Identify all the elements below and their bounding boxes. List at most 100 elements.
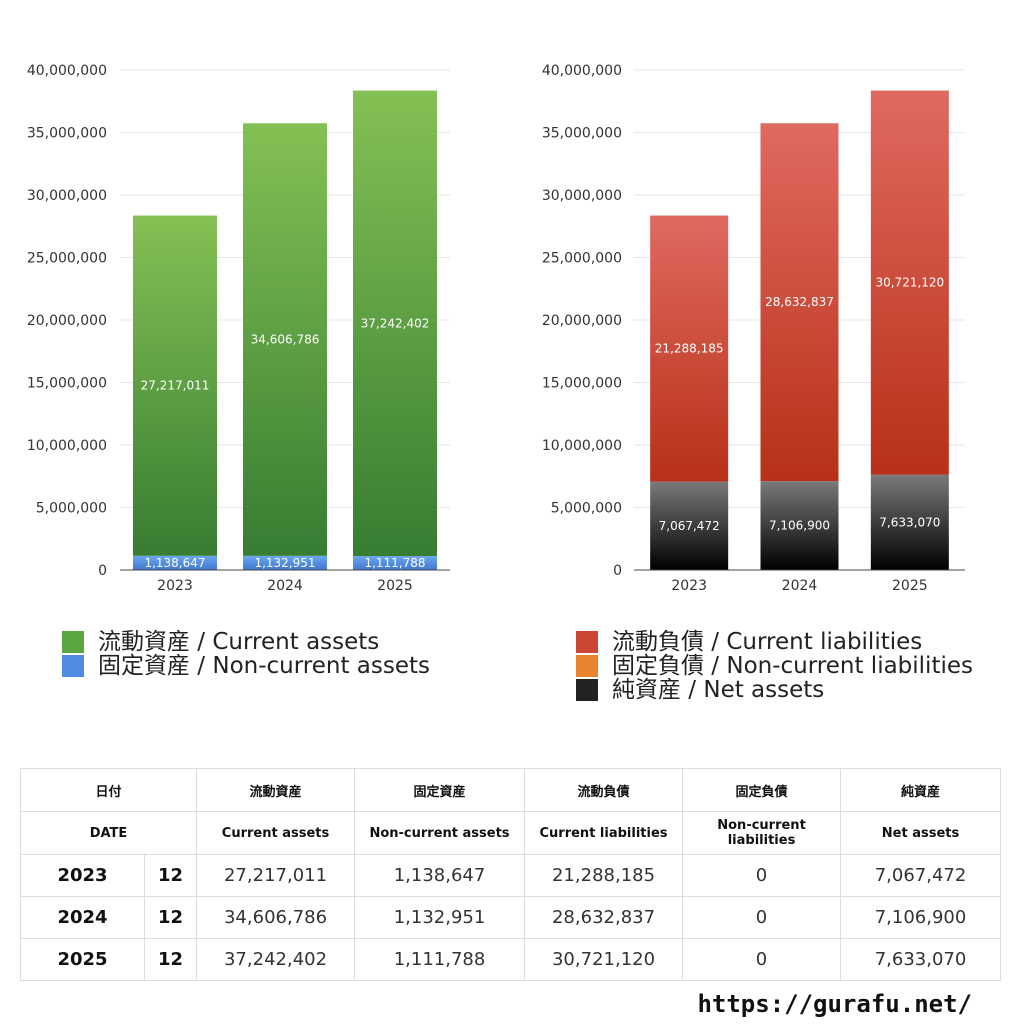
legend-swatch-net-assets xyxy=(576,679,598,701)
y-tick-label: 10,000,000 xyxy=(542,438,622,454)
cell-non-current-assets: 1,132,951 xyxy=(354,896,526,939)
header-current-liabilities-en: Current liabilities xyxy=(524,811,684,855)
legend-label-non-current-assets: 固定資産 / Non-current assets xyxy=(98,653,431,679)
bar-segment xyxy=(133,215,217,556)
legend-item-net-assets: 純資産 / Net assets xyxy=(576,678,973,702)
y-tick-label: 35,000,000 xyxy=(27,126,107,142)
y-tick-label: 10,000,000 xyxy=(27,438,107,454)
cell-non-current-liabilities: 0 xyxy=(682,854,842,897)
bar-value-label: 21,288,185 xyxy=(655,342,724,356)
table-row: 2025 12 37,242,402 1,111,788 30,721,120 … xyxy=(20,938,1002,981)
assets-legend: 流動資産 / Current assets 固定資産 / Non-current… xyxy=(62,630,430,678)
bar-segment xyxy=(353,90,437,557)
data-table: 日付 流動資産 固定資産 流動負債 固定負債 純資産 DATE Current … xyxy=(19,768,1002,981)
legend-swatch-non-current-assets xyxy=(62,655,84,677)
bar-segment xyxy=(650,215,729,482)
y-tick-label: 40,000,000 xyxy=(542,63,622,79)
header-net-assets-en: Net assets xyxy=(840,811,1002,855)
bar-value-label: 34,606,786 xyxy=(251,333,320,347)
y-tick-label: 5,000,000 xyxy=(551,501,622,517)
cell-current-liabilities: 30,721,120 xyxy=(524,938,684,981)
bar-value-label: 7,106,900 xyxy=(769,519,830,533)
header-current-assets-en: Current assets xyxy=(196,811,356,855)
bar-value-label: 30,721,120 xyxy=(875,276,944,290)
cell-net-assets: 7,633,070 xyxy=(840,938,1002,981)
legend-label-non-current-liabilities: 固定負債 / Non-current liabilities xyxy=(612,653,973,679)
row-month: 12 xyxy=(143,938,198,981)
x-tick-label: 2025 xyxy=(892,578,928,594)
bar-segment xyxy=(650,481,729,570)
header-date-en: DATE xyxy=(19,811,198,855)
y-tick-label: 5,000,000 xyxy=(36,501,107,517)
x-tick-label: 2023 xyxy=(671,578,707,594)
cell-non-current-assets: 1,138,647 xyxy=(354,854,526,897)
row-month: 12 xyxy=(143,854,198,897)
liabilities-legend: 流動負債 / Current liabilities 固定負債 / Non-cu… xyxy=(576,630,973,702)
bar-value-label: 28,632,837 xyxy=(765,295,834,309)
y-tick-label: 35,000,000 xyxy=(542,126,622,142)
bar-value-label: 1,138,647 xyxy=(144,556,205,570)
y-tick-label: 0 xyxy=(613,563,622,579)
y-tick-label: 20,000,000 xyxy=(27,313,107,329)
bar-value-label: 7,067,472 xyxy=(659,519,720,533)
table-header-row-en: DATE Current assets Non-current assets C… xyxy=(19,811,1002,855)
chart-svg: 0 5,000,000 10,000,000 15,000,000 20,000,000… xyxy=(542,63,965,594)
legend-item-non-current-assets: 固定資産 / Non-current assets xyxy=(62,654,430,678)
header-current-liabilities-jp: 流動負債 xyxy=(524,768,684,812)
liabilities-chart: 0 5,000,000 10,000,000 15,000,000 20,000,000… xyxy=(512,50,972,610)
cell-non-current-liabilities: 0 xyxy=(682,938,842,981)
legend-item-current-assets: 流動資産 / Current assets xyxy=(62,630,430,654)
table-row: 2023 12 27,217,011 1,138,647 21,288,185 … xyxy=(20,854,1002,897)
bar-segment xyxy=(243,555,327,570)
legend-item-current-liabilities: 流動負債 / Current liabilities xyxy=(576,630,973,654)
assets-chart: 0 5,000,000 10,000,000 15,000,000 20,000,000… xyxy=(0,50,460,610)
row-year: 2025 xyxy=(20,938,145,981)
legend-swatch-non-current-liabilities xyxy=(576,655,598,677)
header-non-current-liabilities-en: Non-current liabilities xyxy=(682,811,842,855)
bar-segment xyxy=(760,123,839,482)
row-year: 2023 xyxy=(20,854,145,897)
x-tick-label: 2024 xyxy=(782,578,818,594)
bar-segment xyxy=(870,474,949,570)
legend-label-current-assets: 流動資産 / Current assets xyxy=(98,629,380,655)
table-row: 2024 12 34,606,786 1,132,951 28,632,837 … xyxy=(20,896,1002,939)
y-tick-label: 25,000,000 xyxy=(27,251,107,267)
cell-current-assets: 34,606,786 xyxy=(196,896,356,939)
y-tick-label: 15,000,000 xyxy=(27,376,107,392)
header-current-assets-jp: 流動資産 xyxy=(196,768,356,812)
bar-value-label: 1,132,951 xyxy=(254,556,315,570)
bar-segment xyxy=(133,555,217,570)
legend-label-net-assets: 純資産 / Net assets xyxy=(612,677,825,703)
bar-value-label: 27,217,011 xyxy=(141,379,210,393)
legend-swatch-current-assets xyxy=(62,631,84,653)
bar-value-label: 1,111,788 xyxy=(364,556,425,570)
bar-segment xyxy=(870,90,949,475)
y-tick-label: 25,000,000 xyxy=(542,251,622,267)
bar-value-label: 7,633,070 xyxy=(879,515,940,529)
y-tick-label: 20,000,000 xyxy=(542,313,622,329)
table-header-row-jp: 日付 流動資産 固定資産 流動負債 固定負債 純資産 xyxy=(19,768,1002,812)
y-tick-label: 30,000,000 xyxy=(542,188,622,204)
header-non-current-assets-jp: 固定資産 xyxy=(354,768,526,812)
header-date-jp: 日付 xyxy=(19,768,198,812)
header-non-current-liabilities-jp: 固定負債 xyxy=(682,768,842,812)
bar-segment xyxy=(760,481,839,570)
x-tick-label: 2024 xyxy=(267,578,303,594)
x-tick-label: 2023 xyxy=(157,578,193,594)
chart-svg: 0 5,000,000 10,000,000 15,000,000 20,000,000… xyxy=(27,63,450,594)
cell-net-assets: 7,106,900 xyxy=(840,896,1002,939)
source-url[interactable]: https://gurafu.net/ xyxy=(697,990,972,1018)
header-net-assets-jp: 純資産 xyxy=(840,768,1002,812)
legend-item-non-current-liabilities: 固定負債 / Non-current liabilities xyxy=(576,654,973,678)
cell-current-assets: 37,242,402 xyxy=(196,938,356,981)
cell-non-current-assets: 1,111,788 xyxy=(354,938,526,981)
cell-net-assets: 7,067,472 xyxy=(840,854,1002,897)
y-tick-label: 0 xyxy=(98,563,107,579)
row-month: 12 xyxy=(143,896,198,939)
header-non-current-assets-en: Non-current assets xyxy=(354,811,526,855)
bar-value-label: 37,242,402 xyxy=(361,316,430,330)
cell-non-current-liabilities: 0 xyxy=(682,896,842,939)
bar-segment xyxy=(353,556,437,570)
row-year: 2024 xyxy=(20,896,145,939)
bar-segment xyxy=(243,123,327,556)
